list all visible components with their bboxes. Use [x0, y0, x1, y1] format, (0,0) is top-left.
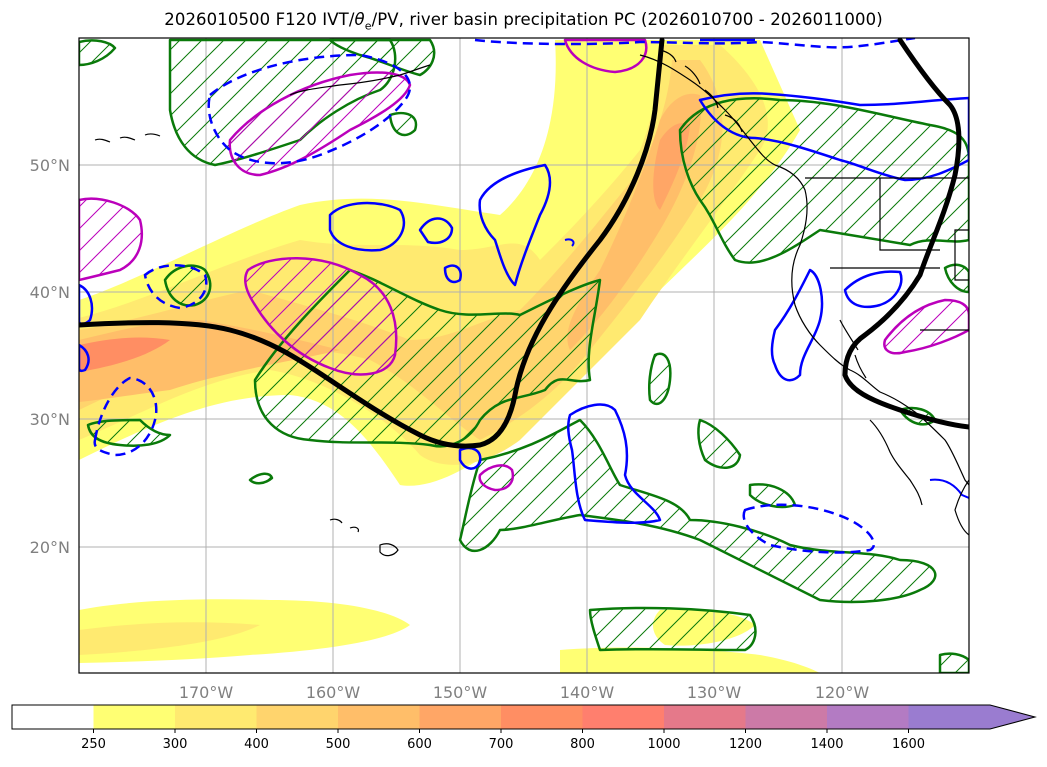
colorbar-segment [582, 705, 665, 729]
coastlines [94, 49, 969, 557]
map-frame [78, 37, 970, 674]
lon-label-130w: 130°W [687, 683, 742, 702]
colorbar-segment [175, 705, 257, 729]
lat-label-30n: 30°N [30, 410, 70, 429]
chart-title: 2026010500 F120 IVT/θe/PV, river basin p… [164, 10, 883, 33]
pv-contours [79, 38, 969, 449]
lon-label-170w: 170°W [179, 683, 234, 702]
colorbar-segment [12, 705, 94, 729]
lat-label-50n: 50°N [30, 156, 70, 175]
colorbar-tick-label: 1000 [647, 737, 680, 752]
colorbar-extend-arrow [908, 705, 1035, 729]
longitude-labels: 170°W 160°W 150°W 140°W 130°W 120°W [179, 683, 870, 702]
colorbar-tick-label: 300 [163, 737, 188, 752]
colorbar-tick-label: 1600 [892, 737, 925, 752]
lon-label-160w: 160°W [306, 683, 361, 702]
colorbar-segment [338, 705, 420, 729]
colorbar-tick-label: 700 [489, 737, 514, 752]
colorbar-segment [827, 705, 909, 729]
colorbar-tick-label: 1200 [729, 737, 762, 752]
colorbar-tick-label: 400 [244, 737, 269, 752]
colorbar-segment [93, 705, 176, 729]
colorbar-tick-label: 1400 [810, 737, 843, 752]
colorbar-tick-label: 250 [81, 737, 106, 752]
latitude-labels: 50°N 40°N 30°N 20°N [30, 156, 70, 557]
colorbar-tick-label: 600 [407, 737, 432, 752]
colorbar-tick-label: 500 [326, 737, 351, 752]
theta-e-magenta-contours [79, 38, 969, 492]
lon-label-150w: 150°W [433, 683, 488, 702]
lat-label-40n: 40°N [30, 283, 70, 302]
colorbar-segment [664, 705, 746, 729]
theta-e-blue-dashed-contours [93, 38, 916, 554]
lat-label-20n: 20°N [30, 538, 70, 557]
colorbar-segment [256, 705, 339, 729]
map-panel [79, 38, 969, 673]
colorbar-tick-label: 800 [570, 737, 595, 752]
lon-label-140w: 140°W [560, 683, 615, 702]
colorbar-segment [501, 705, 583, 729]
colorbar: 250 300 400 500 600 700 800 1000 1200 1400 1600 [11, 704, 1037, 752]
colorbar-segments [12, 705, 1035, 729]
colorbar-outline [11, 704, 1037, 730]
precip-pc-contours [79, 38, 969, 673]
colorbar-segment [419, 705, 502, 729]
colorbar-segment [745, 705, 828, 729]
lon-label-120w: 120°W [815, 683, 870, 702]
colorbar-tick-labels: 250 300 400 500 600 700 800 1000 1200 1400 1600 [81, 729, 925, 752]
